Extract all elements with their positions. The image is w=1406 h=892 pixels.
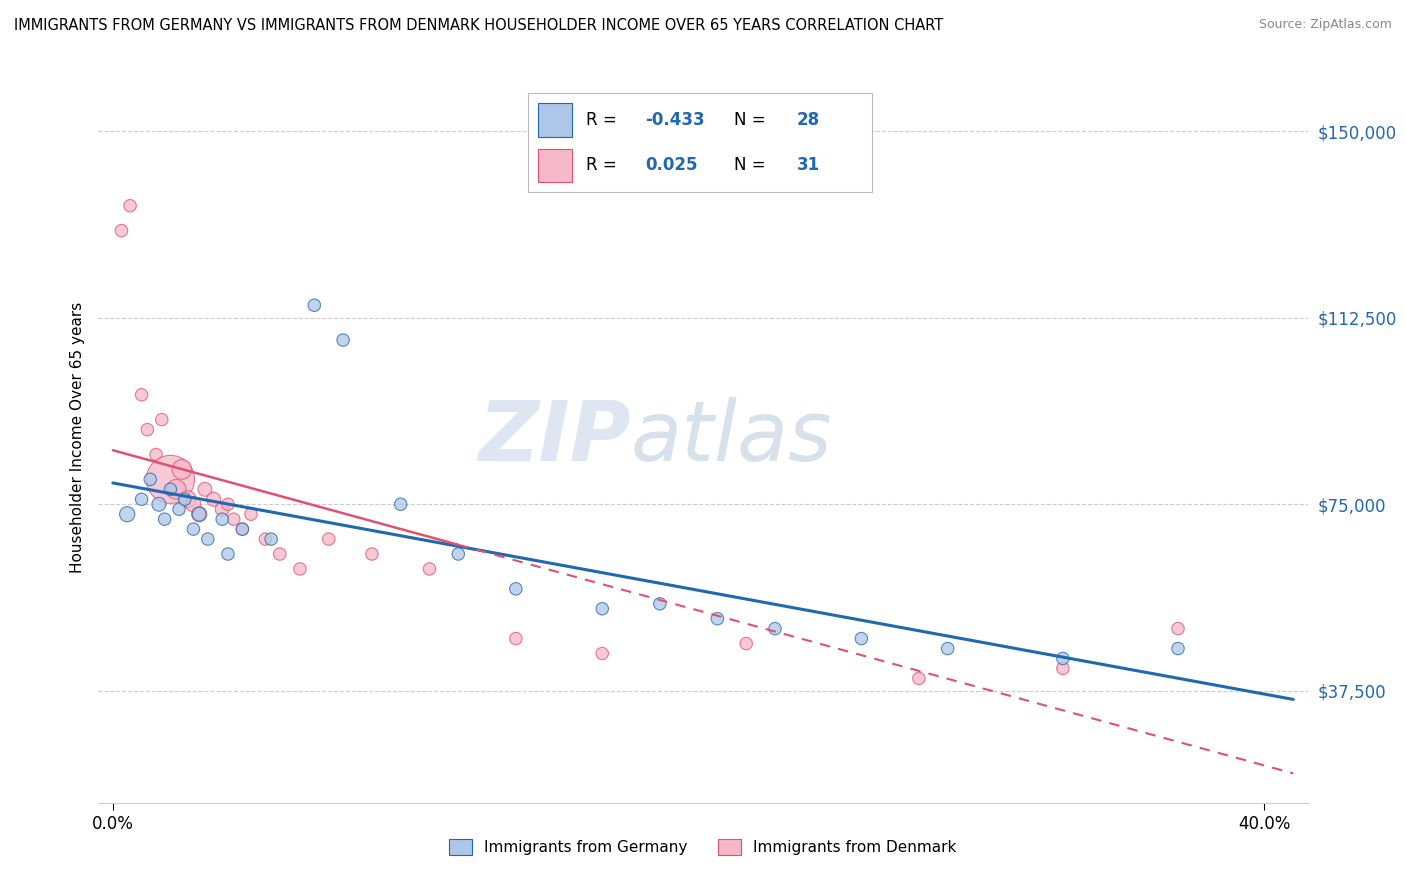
Point [217,497,239,511]
Point [936,641,959,656]
Point [231,522,253,536]
Point [505,582,527,596]
Point [591,601,613,615]
Point [173,492,195,507]
Point [231,522,253,536]
Point [217,547,239,561]
Point [269,547,291,561]
Point [1167,622,1189,636]
Point [1052,661,1074,675]
Point [136,423,159,437]
Point [197,532,219,546]
Point [304,298,326,312]
Text: IMMIGRANTS FROM GERMANY VS IMMIGRANTS FROM DENMARK HOUSEHOLDER INCOME OVER 65 YE: IMMIGRANTS FROM GERMANY VS IMMIGRANTS FR… [14,18,943,33]
Point [120,199,142,213]
Point [131,492,153,507]
Point [211,502,233,516]
Point [115,507,138,521]
Point [389,497,412,511]
Point [188,507,211,521]
Point [361,547,384,561]
Point [254,532,277,546]
Point [153,512,176,526]
Point [240,507,263,521]
Point [1052,651,1074,665]
Point [150,412,173,426]
Point [110,224,132,238]
Point [706,612,728,626]
Y-axis label: Householder Income Over 65 years: Householder Income Over 65 years [69,301,84,573]
Point [288,562,311,576]
Text: atlas: atlas [630,397,832,477]
Point [211,512,233,526]
Point [648,597,671,611]
Point [139,472,162,486]
Point [202,492,225,507]
Text: Source: ZipAtlas.com: Source: ZipAtlas.com [1258,18,1392,31]
Point [851,632,873,646]
Point [159,472,181,486]
Point [447,547,470,561]
Point [183,497,205,511]
Point [260,532,283,546]
Point [165,483,187,497]
Point [131,388,153,402]
Point [763,622,786,636]
Point [222,512,245,526]
Point [194,483,217,497]
Point [170,462,193,476]
Point [167,502,190,516]
Point [591,647,613,661]
Point [418,562,440,576]
Point [908,672,931,686]
Text: ZIP: ZIP [478,397,630,477]
Point [735,636,758,650]
Point [1167,641,1189,656]
Point [183,522,205,536]
Point [318,532,340,546]
Point [332,333,354,347]
Point [148,497,170,511]
Point [159,483,181,497]
Point [505,632,527,646]
Point [176,492,198,507]
Legend: Immigrants from Germany, Immigrants from Denmark: Immigrants from Germany, Immigrants from… [443,833,963,861]
Point [145,448,167,462]
Point [188,507,211,521]
